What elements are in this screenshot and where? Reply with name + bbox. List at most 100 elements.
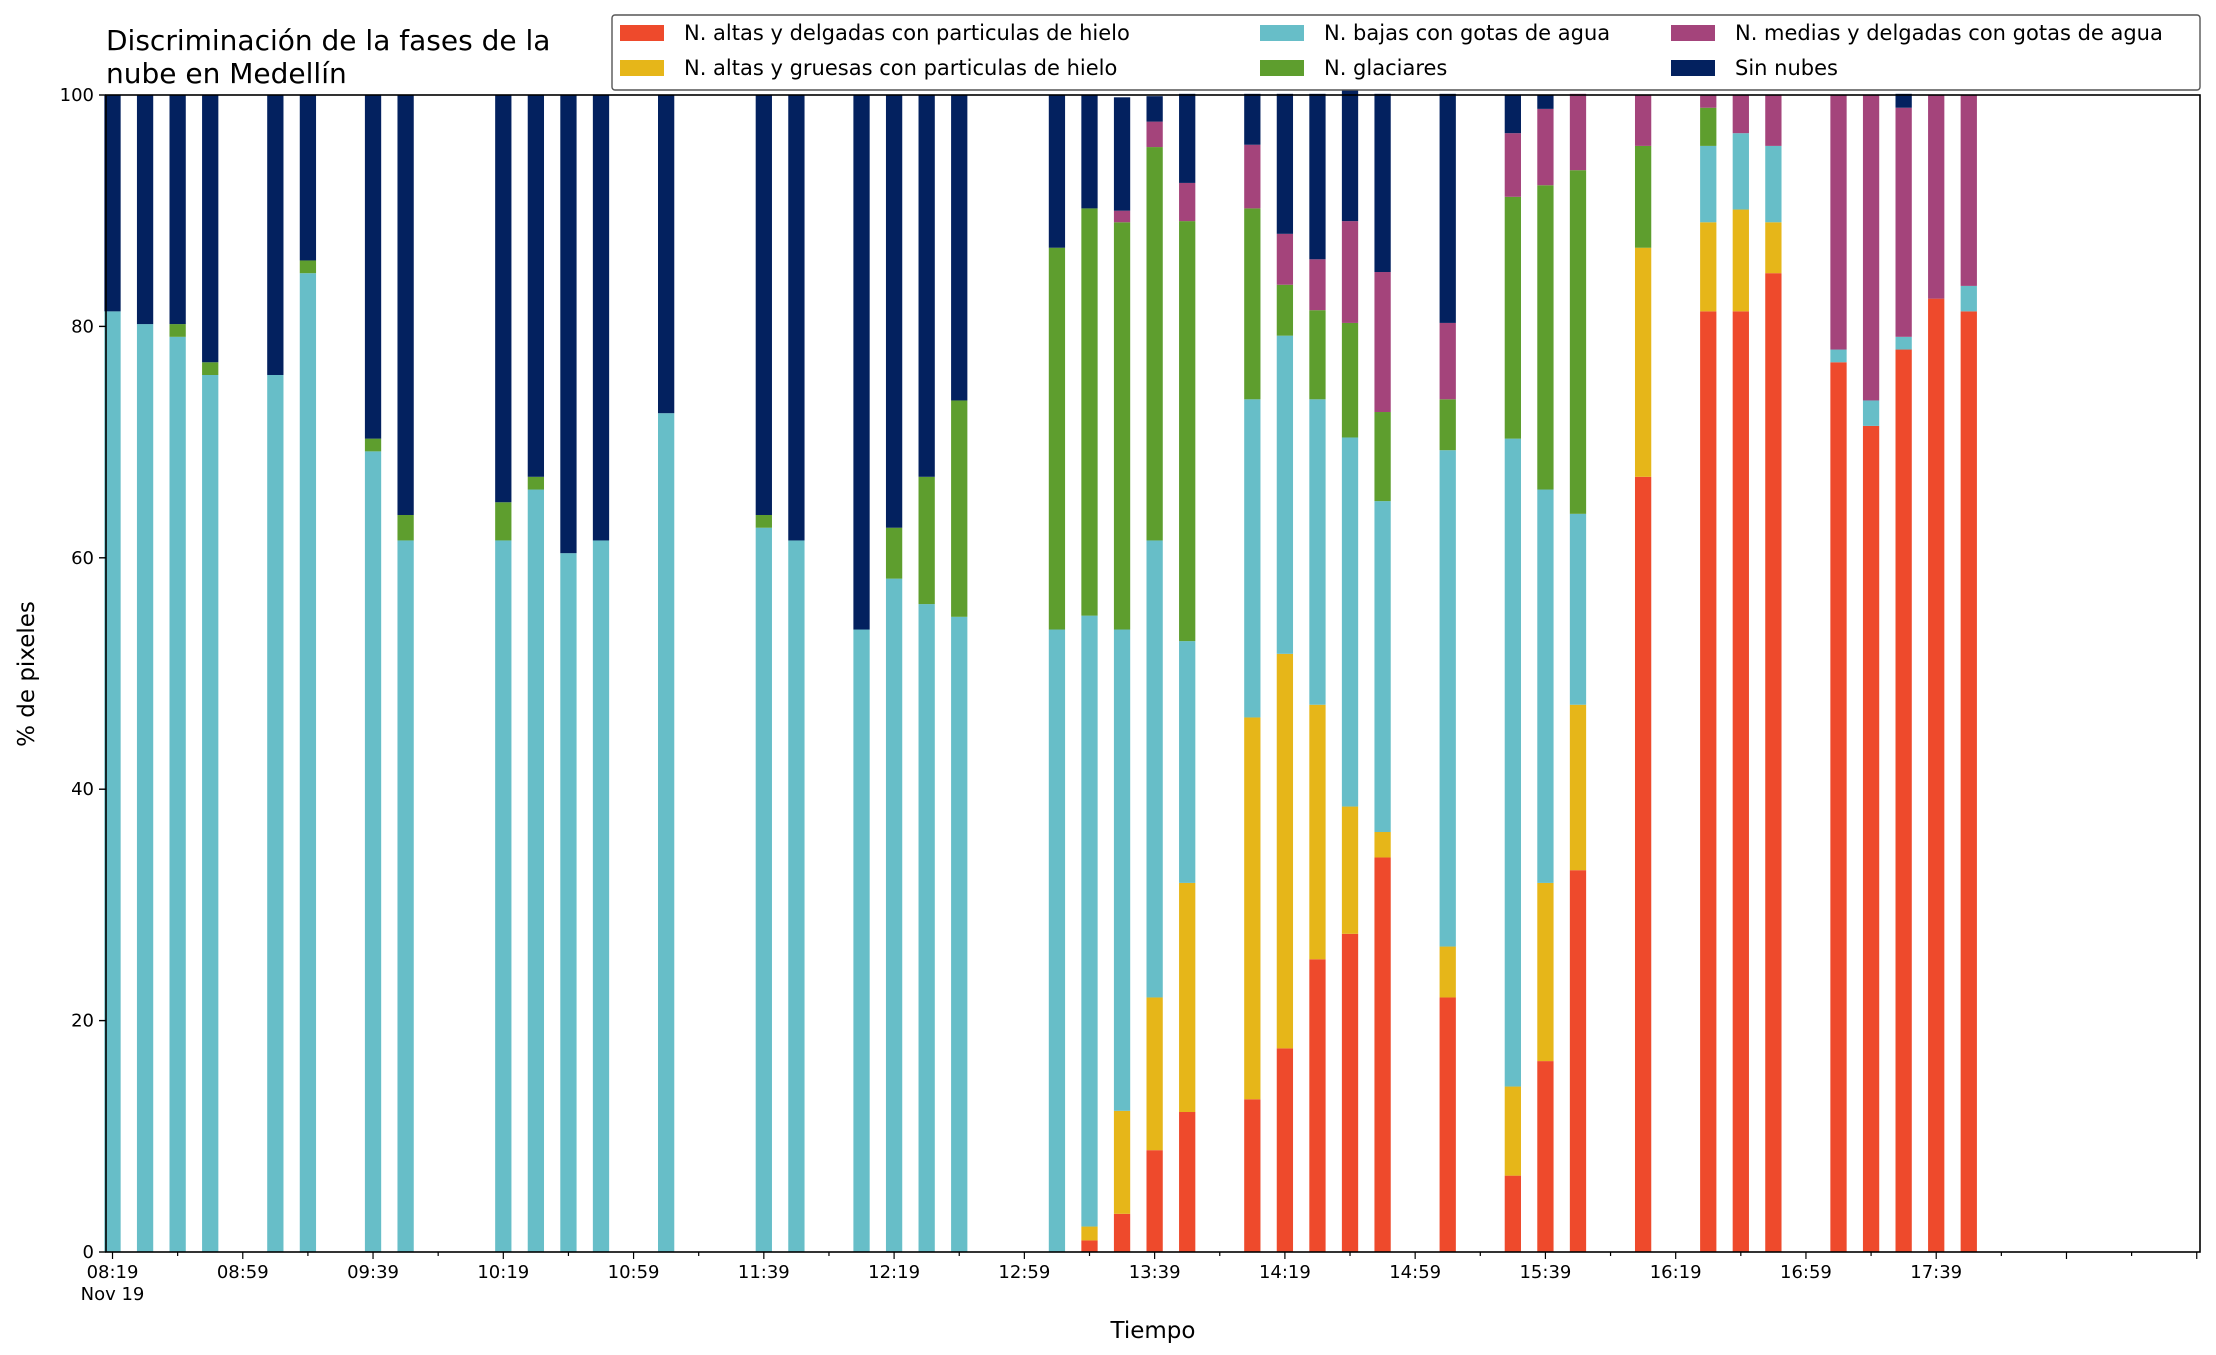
x-tick-label: 12:19	[868, 1262, 920, 1283]
bar-segment-s3-09:39	[364, 438, 382, 452]
bar-segment-s2-16:29	[1700, 145, 1717, 223]
bar-segment-s3-13:19	[1081, 208, 1098, 616]
x-tick-label: 17:39	[1910, 1262, 1962, 1283]
bar-segment-s5-15:09	[1439, 93, 1456, 323]
bar-segment-s1-16:49	[1765, 222, 1782, 274]
legend-swatch	[1671, 60, 1715, 76]
bar-segment-s3-08:39	[169, 324, 186, 337]
x-tick-label: 08:59	[217, 1262, 269, 1283]
bar-segment-s2-08:19	[104, 311, 121, 1252]
bar-segment-s4-17:39	[1928, 95, 1945, 299]
bar-segment-s0-14:09	[1244, 1099, 1261, 1252]
bar-segment-s3-14:09	[1244, 208, 1261, 400]
bar-segment-s5-13:09	[1048, 95, 1066, 248]
bar-segment-s4-16:09	[1634, 95, 1652, 146]
y-tick-label: 40	[71, 779, 94, 800]
bar-segment-s5-09:09	[267, 95, 284, 375]
bar-segment-s2-11:09	[658, 413, 675, 1252]
bar-segment-s0-17:49	[1960, 311, 1977, 1252]
legend-swatch	[620, 60, 664, 76]
bar-segment-s0-16:49	[1765, 273, 1782, 1252]
legend-box	[611, 14, 2201, 91]
legend-label: Sin nubes	[1735, 56, 1838, 80]
bar-segment-s5-09:19	[299, 95, 317, 261]
bars-group	[104, 68, 1977, 1253]
bar-segment-s1-13:39	[1146, 997, 1163, 1151]
bar-segment-s3-14:39	[1341, 322, 1359, 438]
legend-swatch	[1260, 60, 1304, 76]
bar-segment-s0-16:29	[1700, 311, 1717, 1252]
legend-swatch	[1671, 25, 1715, 41]
bar-segment-s2-11:39	[755, 527, 772, 1252]
bar-segment-s2-08:39	[169, 336, 186, 1252]
x-tick-label: 14:19	[1259, 1262, 1311, 1283]
bar-segment-s3-15:29	[1504, 196, 1521, 439]
bar-segment-s0-15:09	[1439, 997, 1456, 1252]
bar-segment-s3-10:29	[527, 476, 545, 490]
x-tick-label: 09:39	[347, 1262, 399, 1283]
bar-segment-s3-11:39	[755, 514, 772, 528]
legend-label: N. altas y gruesas con particulas de hie…	[684, 56, 1117, 80]
bar-segment-s3-10:19	[495, 502, 512, 541]
bar-segment-s2-13:49	[1179, 641, 1196, 883]
bar-segment-s2-14:39	[1341, 437, 1359, 807]
bar-segment-s2-14:49	[1374, 501, 1391, 833]
bar-segment-s0-16:09	[1634, 476, 1652, 1252]
x-tick-label: 10:59	[608, 1262, 660, 1283]
bar-segment-s2-12:29	[918, 604, 935, 1252]
bar-segment-s3-16:29	[1700, 107, 1717, 146]
bar-segment-s5-17:29	[1895, 93, 1912, 108]
bar-segment-s2-16:39	[1732, 133, 1749, 210]
bar-segment-s4-17:09	[1830, 95, 1847, 350]
bar-segment-s2-15:09	[1439, 450, 1456, 947]
bar-segment-s5-14:39	[1341, 68, 1359, 222]
bar-segment-s4-13:49	[1179, 182, 1196, 222]
bar-segment-s0-14:39	[1341, 933, 1359, 1252]
y-tick-label: 80	[71, 316, 94, 337]
legend-label: N. glaciares	[1324, 56, 1447, 80]
bar-segment-s5-10:19	[495, 95, 512, 503]
legend-label: N. medias y delgadas con gotas de agua	[1735, 21, 2163, 45]
bar-segment-s0-17:39	[1928, 298, 1945, 1252]
x-tick-label: 13:39	[1129, 1262, 1181, 1283]
bar-segment-s1-13:29	[1113, 1110, 1131, 1214]
bar-segment-s2-14:19	[1276, 335, 1294, 654]
legend-swatch	[620, 25, 664, 41]
bar-segment-s2-15:49	[1569, 513, 1587, 705]
bar-segment-s2-16:49	[1765, 145, 1782, 223]
bar-segment-s2-10:29	[527, 489, 545, 1252]
bar-segment-s4-15:29	[1504, 133, 1521, 197]
bar-segment-s5-12:39	[951, 95, 968, 401]
y-axis: 0 20 40 60 80 100	[60, 85, 106, 1263]
bar-segment-s0-13:29	[1113, 1213, 1131, 1252]
bar-segment-s5-14:49	[1374, 93, 1391, 273]
bar-segment-s0-15:49	[1569, 870, 1587, 1252]
bar-segment-s2-17:29	[1895, 336, 1912, 350]
x-tick-label: 14:59	[1389, 1262, 1441, 1283]
bar-segment-s5-13:49	[1179, 93, 1196, 183]
bar-segment-s3-09:49	[397, 514, 414, 541]
bar-segment-s2-08:49	[202, 374, 219, 1252]
bar-segment-s1-15:49	[1569, 704, 1587, 871]
bar-segment-s2-13:29	[1113, 629, 1131, 1111]
bar-segment-s4-16:29	[1700, 95, 1717, 108]
bar-segment-s2-12:39	[951, 616, 968, 1252]
bar-segment-s5-08:19	[104, 95, 121, 312]
bar-segment-s2-09:09	[267, 374, 284, 1252]
bar-segment-s3-13:49	[1179, 221, 1196, 642]
chart-title-line-2: nube en Medellín	[106, 57, 347, 90]
bar-segment-s3-08:49	[202, 362, 219, 375]
bar-segment-s1-15:29	[1504, 1086, 1521, 1176]
bar-segment-s0-14:49	[1374, 857, 1391, 1252]
bar-segment-s0-15:39	[1537, 1061, 1554, 1252]
bar-segment-s2-10:19	[495, 540, 512, 1252]
bar-segment-s1-15:39	[1537, 882, 1554, 1062]
bar-segment-s5-09:49	[397, 95, 414, 515]
bar-segment-s4-17:29	[1895, 107, 1912, 337]
bar-segment-s4-17:19	[1862, 95, 1880, 401]
x-tick-label: 11:39	[738, 1262, 790, 1283]
bar-segment-s0-14:19	[1276, 1048, 1294, 1252]
bar-segment-s2-09:39	[364, 451, 382, 1252]
bar-segment-s2-15:29	[1504, 438, 1521, 1087]
